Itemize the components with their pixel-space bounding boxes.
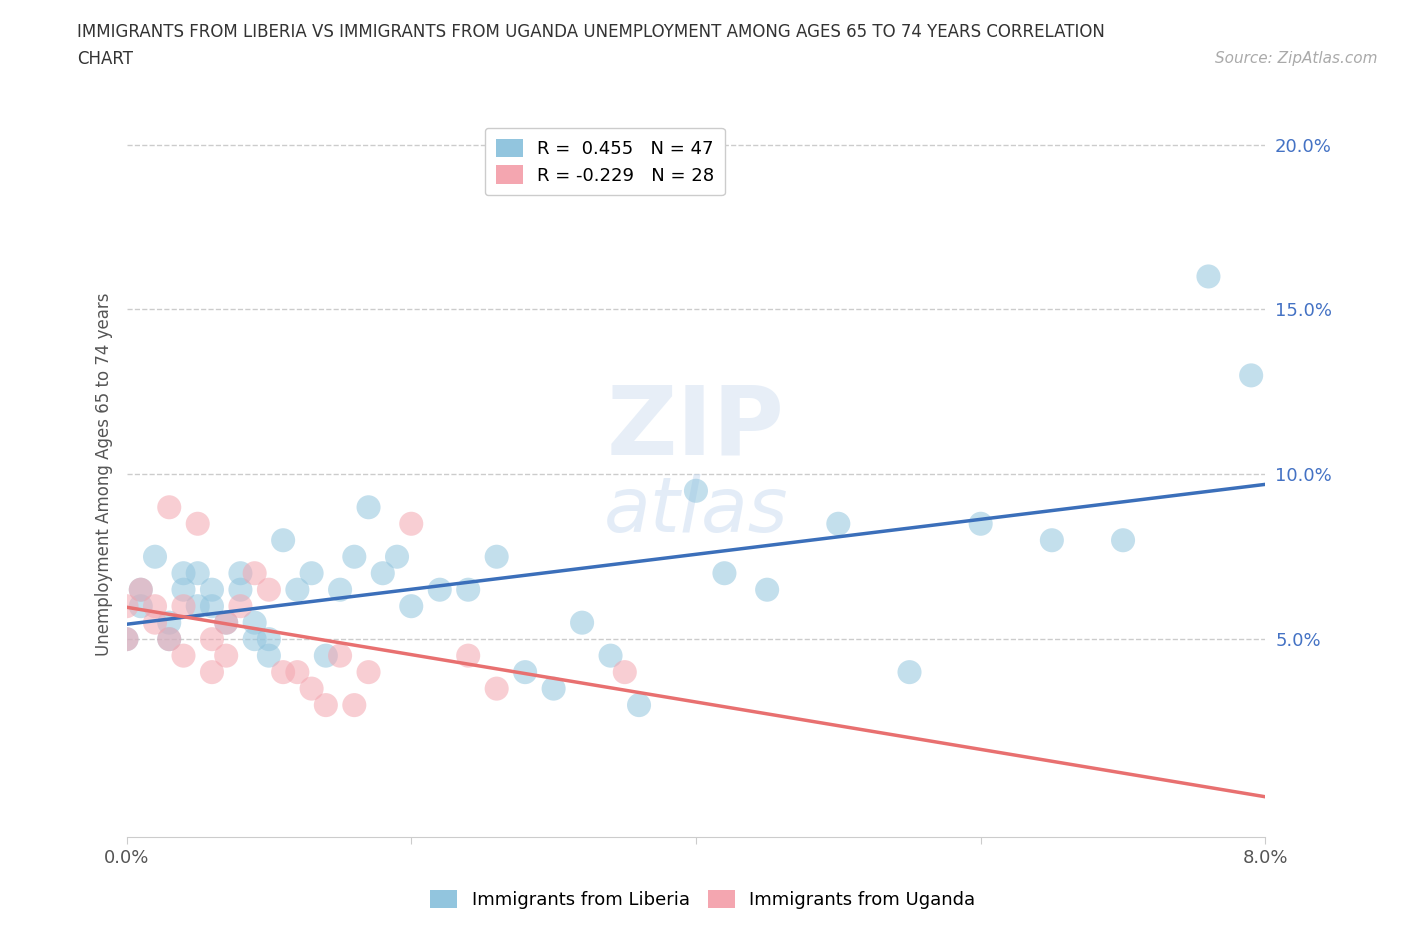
Point [215, 616, 238, 631]
Point [257, 582, 280, 597]
Point [129, 582, 152, 597]
Point [215, 648, 238, 663]
Point [1198, 269, 1220, 284]
Point [457, 582, 479, 597]
Point [628, 698, 651, 712]
Point [157, 616, 180, 631]
Y-axis label: Unemployment Among Ages 65 to 74 years: Unemployment Among Ages 65 to 74 years [94, 293, 112, 656]
Point [129, 582, 152, 597]
Point [172, 565, 194, 580]
Point [243, 565, 266, 580]
Point [571, 616, 593, 631]
Point [343, 698, 366, 712]
Point [485, 681, 508, 696]
Point [970, 516, 993, 531]
Text: IMMIGRANTS FROM LIBERIA VS IMMIGRANTS FROM UGANDA UNEMPLOYMENT AMONG AGES 65 TO : IMMIGRANTS FROM LIBERIA VS IMMIGRANTS FR… [77, 23, 1105, 68]
Point [143, 550, 166, 565]
Point [187, 565, 209, 580]
Legend: R =  0.455   N = 47, R = -0.229   N = 28: R = 0.455 N = 47, R = -0.229 N = 28 [485, 128, 725, 195]
Point [129, 599, 152, 614]
Point [301, 565, 323, 580]
Point [229, 599, 252, 614]
Text: ZIP: ZIP [607, 381, 785, 474]
Point [357, 499, 380, 514]
Point [827, 516, 849, 531]
Point [685, 484, 707, 498]
Point [243, 631, 266, 646]
Point [713, 565, 735, 580]
Point [599, 648, 621, 663]
Point [329, 648, 352, 663]
Point [485, 550, 508, 565]
Point [371, 565, 394, 580]
Point [301, 681, 323, 696]
Point [143, 599, 166, 614]
Point [1040, 533, 1063, 548]
Point [172, 599, 194, 614]
Point [157, 631, 180, 646]
Point [357, 665, 380, 680]
Point [201, 665, 224, 680]
Point [172, 582, 194, 597]
Point [115, 631, 138, 646]
Point [187, 599, 209, 614]
Point [243, 616, 266, 631]
Point [172, 648, 194, 663]
Point [201, 631, 224, 646]
Point [1240, 368, 1263, 383]
Point [271, 665, 294, 680]
Point [315, 648, 337, 663]
Point [201, 582, 224, 597]
Point [287, 665, 309, 680]
Text: Source: ZipAtlas.com: Source: ZipAtlas.com [1215, 51, 1378, 66]
Point [201, 599, 224, 614]
Point [613, 665, 636, 680]
Point [543, 681, 565, 696]
Point [115, 599, 138, 614]
Point [157, 499, 180, 514]
Point [385, 550, 408, 565]
Point [401, 516, 423, 531]
Point [287, 582, 309, 597]
Point [143, 616, 166, 631]
Point [429, 582, 451, 597]
Point [257, 631, 280, 646]
Point [457, 648, 479, 663]
Point [401, 599, 423, 614]
Point [343, 550, 366, 565]
Point [756, 582, 779, 597]
Point [329, 582, 352, 597]
Point [115, 631, 138, 646]
Point [271, 533, 294, 548]
Point [1112, 533, 1135, 548]
Point [898, 665, 921, 680]
Point [257, 648, 280, 663]
Point [229, 582, 252, 597]
Point [187, 516, 209, 531]
Point [515, 665, 537, 680]
Legend: Immigrants from Liberia, Immigrants from Uganda: Immigrants from Liberia, Immigrants from… [423, 883, 983, 916]
Text: atlas: atlas [603, 474, 789, 549]
Point [229, 565, 252, 580]
Point [157, 631, 180, 646]
Point [315, 698, 337, 712]
Point [215, 616, 238, 631]
